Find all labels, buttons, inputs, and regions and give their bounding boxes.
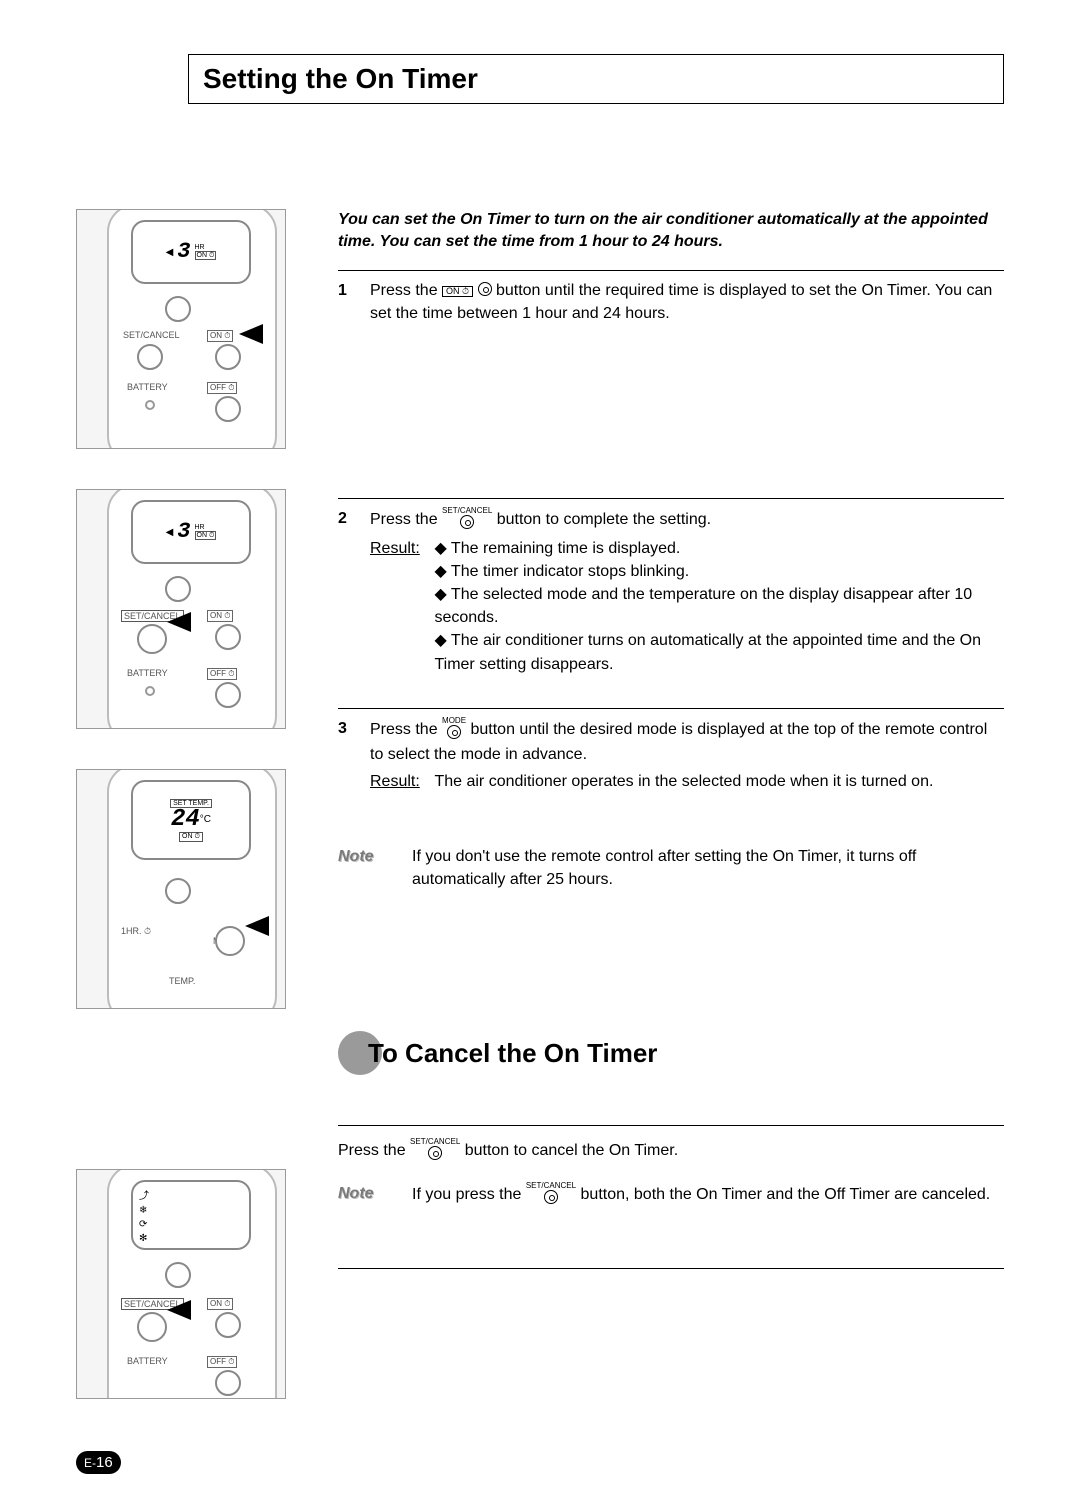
set-cancel-button-icon: SET/CANCEL xyxy=(526,1182,576,1208)
page-number: E-16 xyxy=(76,1451,121,1474)
note-label: Note xyxy=(338,845,394,891)
set-cancel-label: SET/CANCEL xyxy=(442,507,492,515)
step-2: 2 Press the SET/CANCEL button to complet… xyxy=(338,498,1004,688)
page-num-value: 16 xyxy=(96,1454,113,1471)
remote-figure-4: ⤴❄⟳✻ SET/CANCEL ON ⏱ BATTERY OFF ⏱ xyxy=(76,1169,286,1399)
cancel-title: To Cancel the On Timer xyxy=(368,1038,657,1069)
cancel-header: To Cancel the On Timer xyxy=(338,1031,1004,1075)
on-timer-button-label: ON ⏱ xyxy=(442,286,473,297)
title-bar: Setting the On Timer xyxy=(188,54,1004,104)
set-cancel-button-icon: SET/CANCEL xyxy=(410,1138,460,1164)
remote3-temp-label: TEMP. xyxy=(169,976,195,986)
page-title: Setting the On Timer xyxy=(203,63,989,95)
remote1-off-box: OFF ⏱ xyxy=(207,382,237,394)
step-2-text-a: Press the xyxy=(370,511,442,528)
cancel-note-a: If you press the xyxy=(412,1187,526,1204)
cancel-text-b: button to cancel the On Timer. xyxy=(465,1143,678,1160)
step-3: 3 Press the MODE button until the desire… xyxy=(338,708,1004,805)
remote4-on-box: ON ⏱ xyxy=(207,1298,233,1310)
step-3-text-a: Press the xyxy=(370,721,442,738)
mode-button-icon: MODE xyxy=(442,717,466,743)
remote1-on: ON ⏱ xyxy=(195,251,217,260)
step-1-text-a: Press the xyxy=(370,282,442,299)
remote1-setcancel-label: SET/CANCEL xyxy=(123,330,180,340)
step-2-text-b: button to complete the setting. xyxy=(497,511,711,528)
remote1-seg: 3 xyxy=(177,241,190,263)
cancel-block: Press the SET/CANCEL button to cancel th… xyxy=(338,1125,1004,1269)
step-2-num: 2 xyxy=(338,507,356,676)
note-1: Note If you don't use the remote control… xyxy=(338,845,1004,891)
page-prefix: E- xyxy=(84,1456,96,1470)
set-cancel-label: SET/CANCEL xyxy=(410,1138,460,1146)
cancel-text-a: Press the xyxy=(338,1143,410,1160)
step-2-result-label: Result: xyxy=(370,537,430,560)
remote2-off-box: OFF ⏱ xyxy=(207,668,237,680)
set-cancel-button-icon: SET/CANCEL xyxy=(442,507,492,533)
remote-figure-3: SET TEMP. 24 °C ON ⏱ 1HR. ⏱ MODE TEMP. xyxy=(76,769,286,1009)
remote2-battery-label: BATTERY xyxy=(127,668,168,678)
remote4-battery-label: BATTERY xyxy=(127,1356,168,1366)
content-column: You can set the On Timer to turn on the … xyxy=(338,209,1004,1439)
step-1: 1 Press the ON ⏱ button until the requir… xyxy=(338,270,1004,337)
step-1-num: 1 xyxy=(338,279,356,325)
remote3-on: ON ⏱ xyxy=(179,832,203,842)
step-2-bullets: The remaining time is displayed. The tim… xyxy=(434,537,1000,676)
remote2-hr: HR xyxy=(195,524,217,531)
remote-figure-2: ◀ 3 HR ON ⏱ SET/CANCEL ON ⏱ BATTERY OFF … xyxy=(76,489,286,729)
remote-figure-1: ◀ 3 HR ON ⏱ SET/CANCEL ON ⏱ BATTERY OFF … xyxy=(76,209,286,449)
step-3-result-label: Result: xyxy=(370,770,430,793)
note-label: Note xyxy=(338,1182,394,1208)
cancel-note-b: button, both the On Timer and the Off Ti… xyxy=(581,1187,991,1204)
illustrations-column: ◀ 3 HR ON ⏱ SET/CANCEL ON ⏱ BATTERY OFF … xyxy=(76,209,296,1439)
bullet: The selected mode and the temperature on… xyxy=(434,583,1000,629)
remote1-battery-label: BATTERY xyxy=(127,382,168,392)
remote3-unit: °C xyxy=(200,814,211,825)
note-1-text: If you don't use the remote control afte… xyxy=(412,845,1004,891)
bullet: The air conditioner turns on automatical… xyxy=(434,629,1000,675)
remote2-on-box: ON ⏱ xyxy=(207,610,233,622)
step-3-result-text: The air conditioner operates in the sele… xyxy=(434,770,1000,793)
remote4-off-box: OFF ⏱ xyxy=(207,1356,237,1368)
bullet: The remaining time is displayed. xyxy=(434,537,1000,560)
remote2-on: ON ⏱ xyxy=(195,531,217,540)
intro-text: You can set the On Timer to turn on the … xyxy=(338,209,1004,252)
step-3-num: 3 xyxy=(338,717,356,793)
remote3-seg: 24 xyxy=(171,808,200,832)
remote3-1hr: 1HR. ⏱ xyxy=(121,926,151,937)
remote2-seg: 3 xyxy=(177,521,190,543)
remote1-on-box: ON ⏱ xyxy=(207,330,233,342)
mode-button-label: MODE xyxy=(442,717,466,725)
set-cancel-label: SET/CANCEL xyxy=(526,1182,576,1190)
bullet: The timer indicator stops blinking. xyxy=(434,560,1000,583)
remote1-hr: HR xyxy=(195,244,217,251)
on-timer-button-icon: ON ⏱ xyxy=(442,282,491,300)
main-columns: ◀ 3 HR ON ⏱ SET/CANCEL ON ⏱ BATTERY OFF … xyxy=(76,209,1004,1439)
